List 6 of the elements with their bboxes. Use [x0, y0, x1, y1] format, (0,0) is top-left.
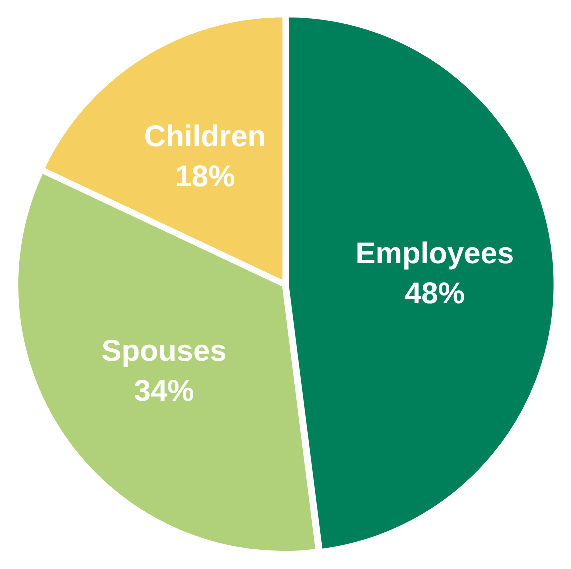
slice-label: Children: [144, 120, 266, 154]
slice-label: Spouses: [102, 334, 227, 368]
slice-label: Employees: [356, 237, 514, 270]
data-label: 48%: [404, 277, 466, 310]
data-label: 18%: [175, 160, 236, 194]
data-label: 34%: [134, 374, 194, 408]
